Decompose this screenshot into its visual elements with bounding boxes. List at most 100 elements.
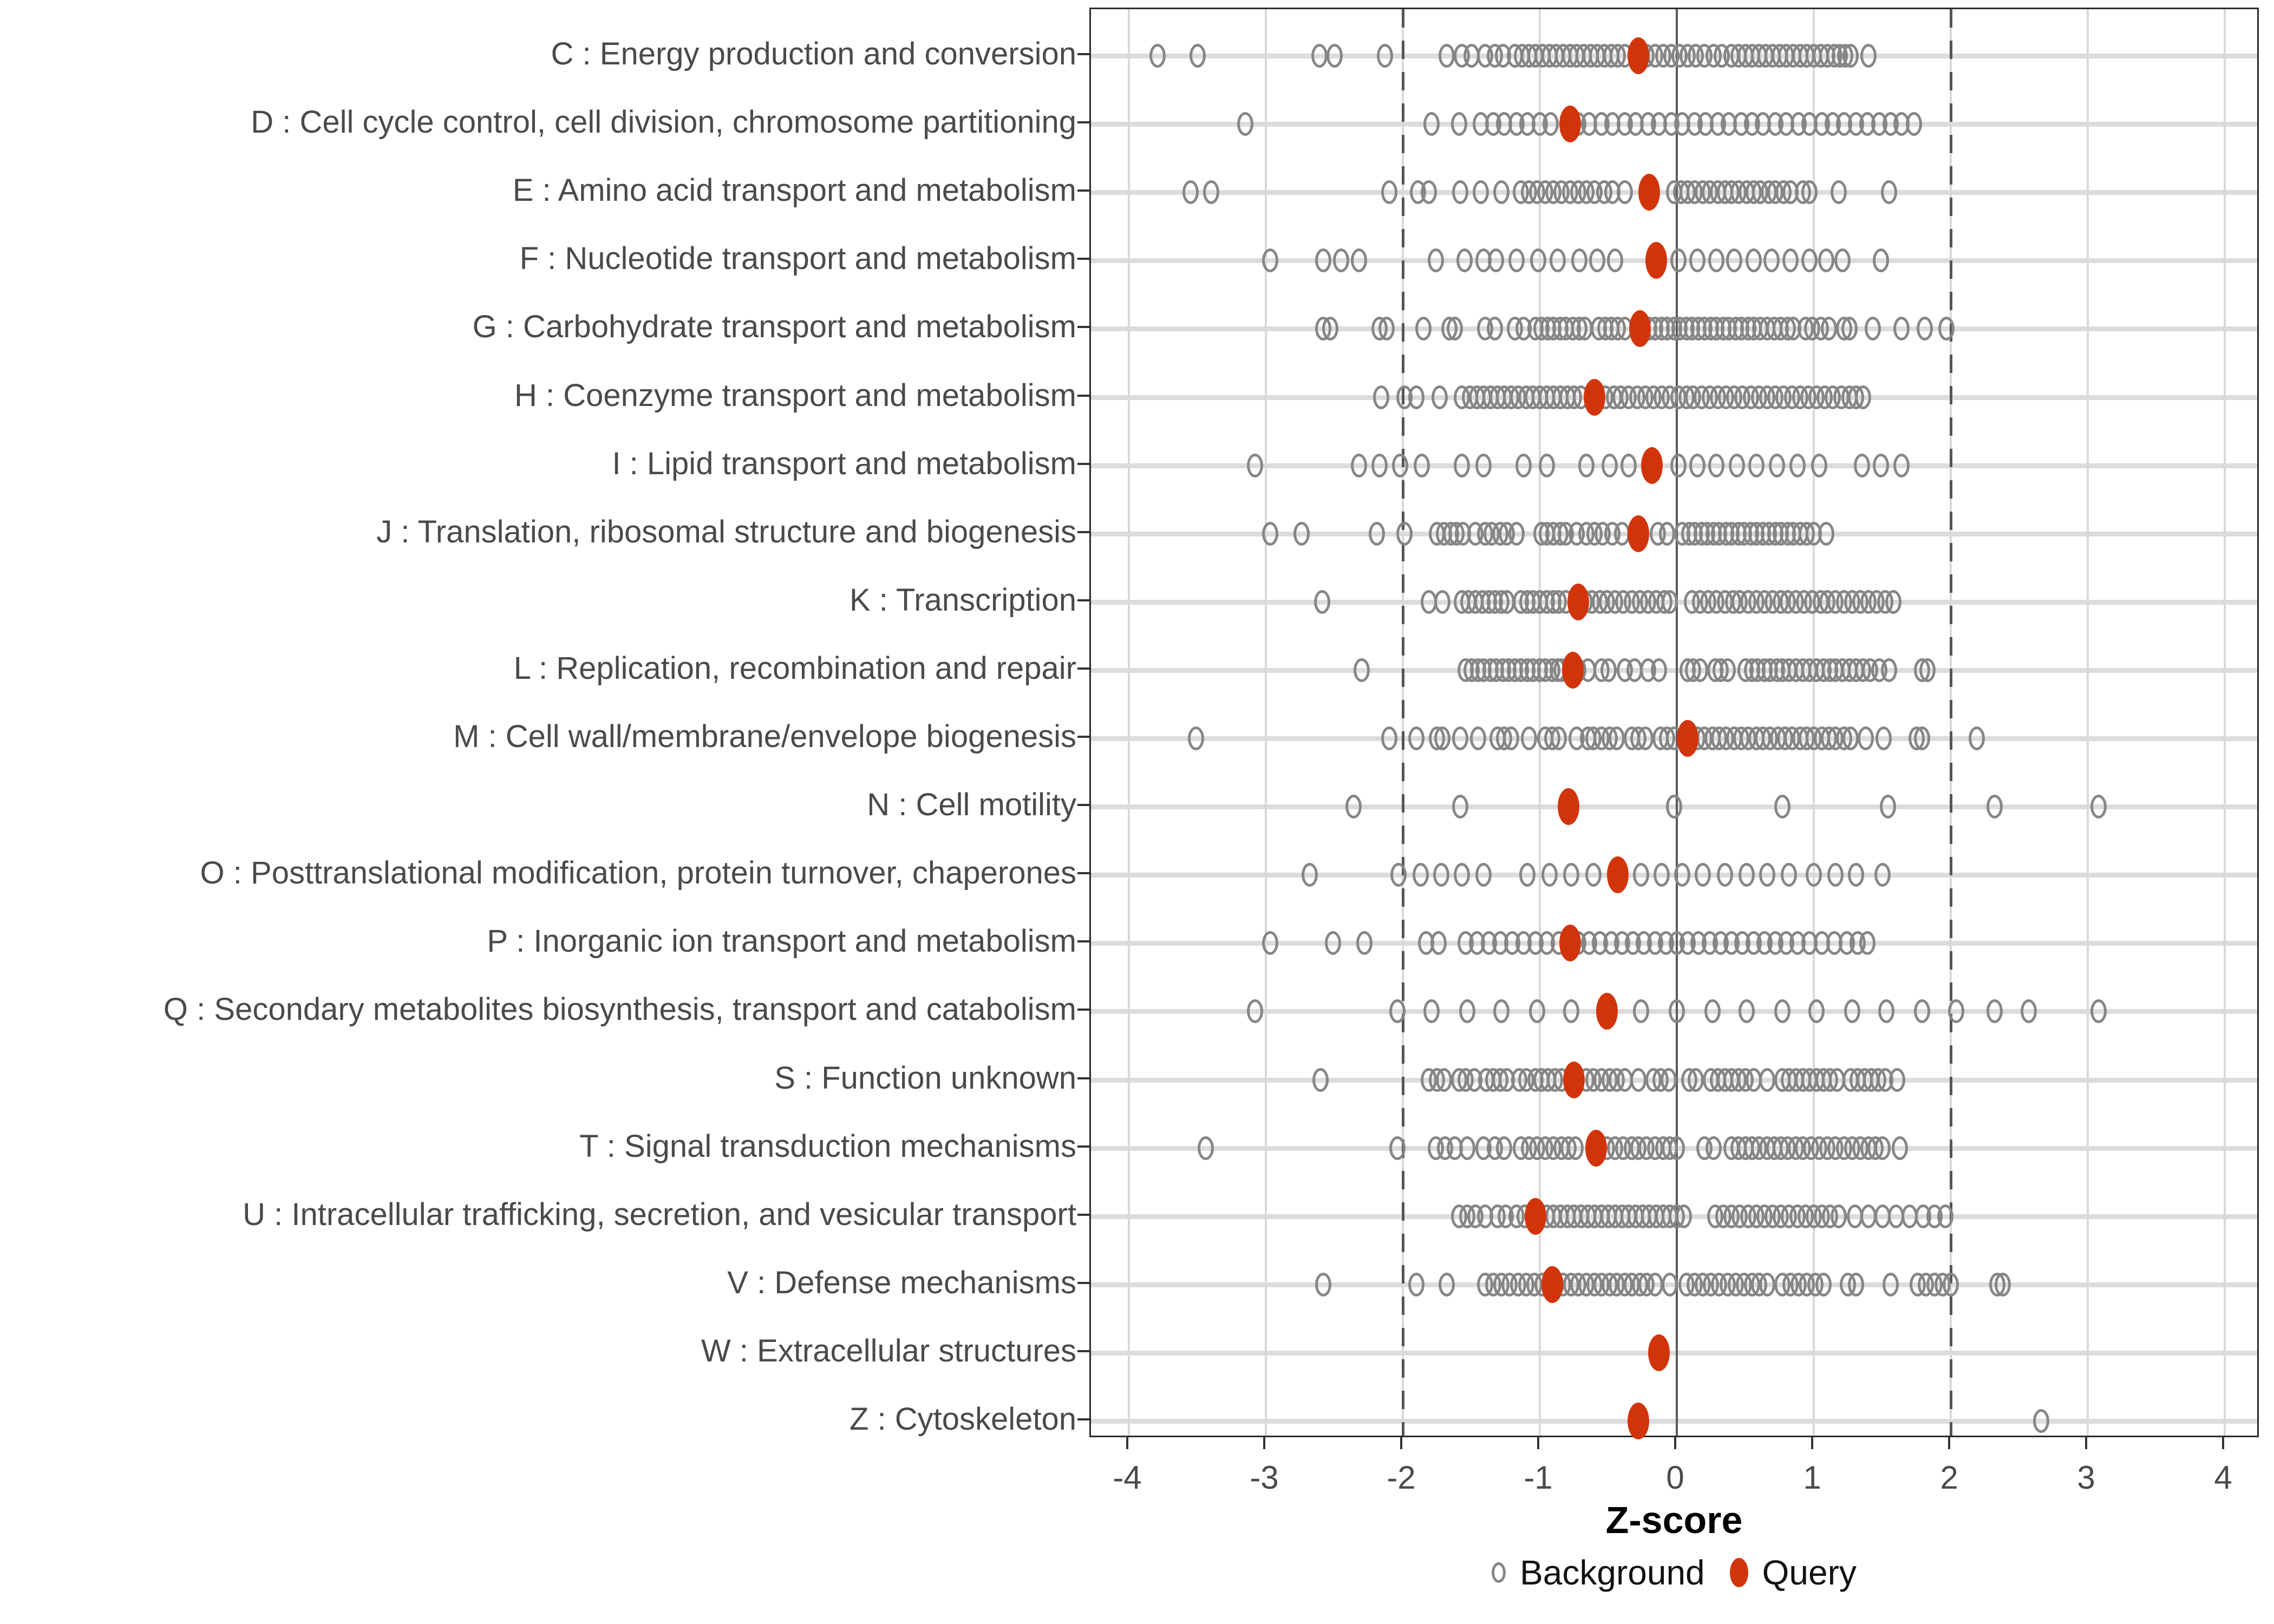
background-point <box>1969 726 1985 750</box>
background-point <box>1452 795 1469 819</box>
background-point <box>1842 44 1859 68</box>
background-point <box>1345 795 1362 819</box>
legend-item-query: Query <box>1729 1553 1857 1593</box>
row-grid-line <box>1091 667 2257 673</box>
x-axis-tick-label: 2 <box>1940 1459 1958 1496</box>
plot-panel <box>1089 8 2259 1439</box>
x-axis-tick-label: -3 <box>1250 1459 1279 1496</box>
background-point <box>1571 248 1588 273</box>
query-point <box>1559 925 1581 962</box>
y-axis-tick <box>1077 736 1089 738</box>
x-grid-line <box>2224 9 2226 1436</box>
y-axis-tick <box>1077 1213 1089 1216</box>
background-point <box>1351 453 1368 477</box>
x-axis-tick <box>1400 1437 1402 1449</box>
background-point <box>1858 726 1874 750</box>
background-point <box>1368 521 1385 546</box>
x-axis-tick <box>1537 1437 1539 1449</box>
background-point <box>1563 999 1580 1024</box>
background-point <box>1745 248 1762 273</box>
y-axis-label: E : Amino acid transport and metabolism <box>512 173 1076 208</box>
background-point <box>1739 999 1755 1024</box>
background-point <box>1551 726 1567 750</box>
background-point <box>1689 248 1706 273</box>
background-point <box>1311 44 1328 68</box>
background-point <box>1620 453 1637 477</box>
background-point <box>1312 1068 1329 1092</box>
background-point <box>1519 863 1536 887</box>
query-point <box>1607 856 1629 894</box>
background-point <box>1729 453 1746 477</box>
background-point <box>1502 726 1519 750</box>
background-point <box>1660 1068 1677 1092</box>
background-point <box>1841 317 1858 341</box>
query-point <box>1645 242 1668 279</box>
background-point <box>1389 1136 1406 1160</box>
background-point <box>1782 248 1799 273</box>
background-point <box>1864 317 1881 341</box>
background-point <box>1475 453 1492 477</box>
y-axis-label: G : Carbohydrate transport and metabolis… <box>472 309 1076 345</box>
background-point <box>1421 180 1437 205</box>
background-point <box>1633 999 1650 1024</box>
background-point <box>1520 726 1537 750</box>
background-point <box>1878 999 1895 1024</box>
background-point <box>1486 317 1503 341</box>
background-point <box>1763 248 1780 273</box>
background-point <box>1859 931 1876 955</box>
background-point <box>1739 863 1755 887</box>
background-point <box>1602 453 1618 477</box>
y-axis-label: M : Cell wall/membrane/envelope biogenes… <box>453 719 1076 754</box>
query-point-icon <box>1729 1558 1748 1587</box>
background-point <box>1726 248 1743 273</box>
y-axis-label: C : Energy production and conversion <box>551 36 1076 71</box>
x-axis-tick-label: 3 <box>2077 1459 2095 1496</box>
background-point <box>1708 453 1725 477</box>
y-axis-label: T : Signal transduction mechanisms <box>579 1128 1076 1164</box>
background-point <box>1423 999 1440 1024</box>
query-point <box>1628 37 1650 74</box>
x-axis-tick <box>1674 1437 1676 1449</box>
background-point <box>1315 1272 1332 1296</box>
query-point <box>1585 1129 1607 1167</box>
background-point <box>1356 931 1373 955</box>
background-point <box>1943 1272 1959 1296</box>
background-point <box>1391 453 1408 477</box>
background-point <box>1948 999 1965 1024</box>
x-axis-tick-label: 4 <box>2214 1459 2232 1496</box>
background-point <box>1262 521 1278 546</box>
background-point <box>1633 863 1650 887</box>
background-point <box>1646 1272 1663 1296</box>
background-point <box>1473 180 1489 205</box>
background-point <box>1669 1136 1685 1160</box>
background-point <box>1759 1272 1775 1296</box>
x-axis-tick-label: 1 <box>1803 1459 1821 1496</box>
background-point <box>1408 726 1425 750</box>
background-point <box>1530 248 1547 273</box>
background-point <box>1515 453 1532 477</box>
background-point <box>1885 590 1901 614</box>
background-point <box>1876 726 1892 750</box>
background-point <box>1882 1272 1899 1296</box>
background-point <box>1881 180 1898 205</box>
query-point <box>1541 1266 1563 1303</box>
background-point <box>1381 726 1397 750</box>
background-point <box>1434 590 1451 614</box>
background-point <box>1528 999 1545 1024</box>
y-axis-tick <box>1077 1077 1089 1079</box>
background-point <box>1759 863 1775 887</box>
legend-item-background: Background <box>1492 1553 1705 1593</box>
background-point <box>1326 44 1343 68</box>
background-point <box>1872 248 1889 273</box>
y-axis-label: K : Transcription <box>849 582 1076 618</box>
y-axis-tick <box>1077 599 1089 601</box>
background-point <box>1315 248 1332 273</box>
background-point <box>1396 521 1413 546</box>
background-point <box>1670 453 1687 477</box>
background-point <box>1246 453 1263 477</box>
background-point <box>2021 999 2037 1024</box>
y-axis-tick <box>1077 394 1089 397</box>
background-point <box>1719 658 1736 682</box>
background-point <box>1314 590 1330 614</box>
